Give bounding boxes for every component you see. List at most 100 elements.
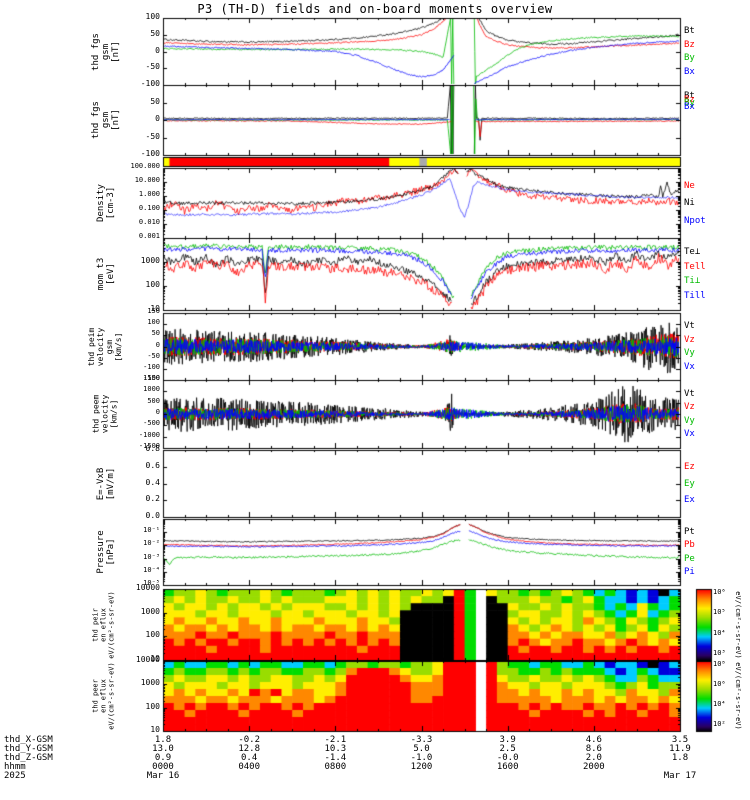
y-tick-label: 0.4 [145, 478, 160, 487]
y-tick-label: -1500 [138, 442, 160, 450]
legend-Bt: Bt [684, 91, 695, 101]
y-tick-label: 1.000 [138, 190, 160, 198]
legend-Vy: Vy [684, 415, 695, 426]
bottom-value: 2000 [582, 762, 605, 772]
y-tick-label: 50 [151, 329, 160, 337]
y-tick-label: 1000 [140, 678, 160, 687]
colorbar-tick-label: 10⁶ [713, 680, 726, 688]
y-tick-label: 1000 [140, 256, 160, 265]
bottom-value: 2.5 [499, 744, 516, 754]
bottom-value: 10.3 [324, 744, 347, 754]
legend-Bx: Bx [684, 66, 695, 77]
legend-Bz: Bz [684, 94, 695, 105]
legend-Vx: Vx [684, 429, 695, 440]
axis-label-ve: thd peem velocity [km/s] [91, 394, 119, 434]
bottom-value: 0.9 [154, 753, 172, 763]
legend-Bz: Bz [684, 39, 695, 50]
y-tick-label: 1500 [143, 374, 160, 382]
y-tick-label: -50 [147, 352, 160, 360]
y-tick-label: -100 [143, 363, 160, 371]
legend-Ne: Ne [684, 180, 695, 191]
bottom-value: 2.0 [585, 753, 602, 763]
y-tick-label: 10 [150, 654, 160, 663]
y-tick-label: 0.100 [138, 204, 160, 212]
bottom-value: 1200 [410, 762, 433, 772]
colorbar-tick-label: 10⁶ [713, 588, 726, 596]
y-tick-label: 1000 [140, 607, 160, 616]
axis-label-fgs2: thd fgs gsm [nT] [90, 101, 122, 139]
legend-Ni: Ni [684, 198, 695, 208]
y-tick-label: 100 [145, 280, 160, 289]
legend-Pb: Pb [684, 540, 695, 551]
bottom-value: 1.8 [671, 753, 689, 763]
axis-label-temp: mom t3 [eV] [95, 257, 116, 291]
bottom-row-label: thd_Z-GSM [4, 753, 53, 763]
y-tick-label: 100 [145, 630, 160, 639]
y-tick-label: 100 [147, 318, 160, 326]
legend-Ez: Ez [684, 461, 695, 472]
plot-title: P3 (TH-D) fields and on-board moments ov… [197, 2, 553, 16]
axis-label-vi: thd peim velocity gsm [km/s] [87, 327, 123, 366]
colorbar-units-spece: eV/(cm²-s-sr-eV) [733, 662, 742, 730]
legend-Ex: Ex [684, 495, 695, 506]
y-tick-label: 0 [155, 408, 160, 416]
bottom-row-label: thd_X-GSM [4, 735, 53, 745]
legend-Pe: Pe [684, 553, 695, 564]
y-tick-label: 150 [147, 307, 160, 315]
axis-label-efield: E=-VxB [mV/m] [95, 467, 116, 500]
y-tick-label: -500 [143, 419, 160, 427]
colorbar-tick-label: 10³ [713, 649, 726, 657]
legend-Npot: Npot [684, 215, 706, 226]
y-tick-label: -100 [140, 149, 160, 158]
bottom-row-label: 2025 [4, 771, 26, 781]
axis-label-dens: Density [cm-3] [95, 184, 116, 222]
y-tick-label: 10⁻⁵ [143, 579, 160, 587]
bottom-value: -1.4 [324, 753, 347, 763]
bottom-value: -3.3 [410, 735, 433, 745]
y-tick-label: 50 [150, 29, 160, 38]
y-tick-label: 10⁻² [143, 539, 160, 547]
y-tick-label: 0 [155, 114, 160, 123]
bottom-value: 4.6 [585, 735, 602, 745]
legend-By: By [684, 53, 695, 64]
y-tick-label: -50 [145, 62, 160, 71]
axis-label-spece: thd peer en eflux eV/(cm²-s-sr-eV) [91, 662, 115, 730]
y-tick-label: 10000 [135, 583, 160, 592]
bottom-value: 12.8 [238, 744, 260, 754]
y-tick-label: -50 [145, 132, 160, 141]
y-tick-label: -100 [140, 79, 160, 88]
legend-Pi: Pi [684, 566, 695, 577]
y-tick-label: 10 [150, 304, 160, 313]
bottom-value: 3.9 [499, 735, 516, 745]
bottom-value: 1.8 [154, 735, 172, 745]
y-tick-label: 10 [150, 725, 160, 734]
y-tick-label: 0 [155, 46, 160, 55]
y-tick-label: 100 [145, 12, 160, 21]
bottom-value: 0000 [152, 762, 174, 772]
colorbar-tick-label: 10⁵ [713, 608, 726, 617]
legend-Pt: Pt [684, 527, 695, 538]
y-tick-label: 0.6 [145, 461, 160, 470]
legend-Vt: Vt [684, 321, 695, 332]
legend-Ti⊥: Ti⊥ [684, 276, 701, 287]
legend-Ey: Ey [684, 478, 695, 489]
legend-Vz: Vz [684, 334, 695, 345]
y-tick-label: 10⁻¹ [143, 526, 160, 534]
legend-Tell: Tell [684, 261, 706, 272]
bottom-value: 0.4 [241, 753, 258, 763]
y-tick-label: 0.8 [145, 444, 160, 453]
bottom-value: 1600 [496, 762, 519, 772]
bottom-row-label: thd_Y-GSM [4, 744, 53, 754]
colorbar-tick-label: 10² [713, 720, 726, 728]
y-tick-label: 0 [155, 341, 160, 349]
y-tick-label: 100 [145, 702, 160, 711]
legend-Bx: Bx [684, 101, 695, 112]
bottom-value: 13.0 [152, 744, 174, 754]
bottom-value: -1.0 [410, 753, 433, 763]
y-tick-label: 100.000 [130, 162, 160, 170]
y-tick-label: 10⁻⁴ [143, 566, 160, 574]
legend-Te⊥: Te⊥ [684, 247, 701, 258]
